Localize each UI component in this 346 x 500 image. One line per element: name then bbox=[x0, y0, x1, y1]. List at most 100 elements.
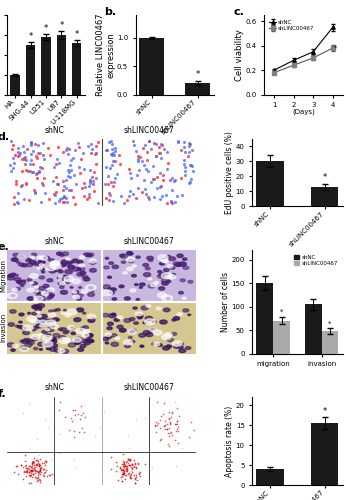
Point bbox=[37, 148, 43, 156]
Point bbox=[37, 465, 43, 473]
Circle shape bbox=[73, 338, 82, 342]
Circle shape bbox=[104, 266, 109, 269]
Point bbox=[169, 408, 174, 416]
Point bbox=[40, 465, 46, 473]
Point bbox=[28, 139, 34, 147]
Point bbox=[30, 466, 35, 473]
Point bbox=[122, 475, 128, 483]
Point bbox=[38, 198, 44, 206]
Circle shape bbox=[24, 338, 29, 342]
Circle shape bbox=[132, 265, 136, 267]
Circle shape bbox=[81, 339, 87, 342]
Bar bbox=[273, 320, 290, 354]
Point bbox=[49, 470, 55, 478]
Point bbox=[12, 151, 18, 159]
Point bbox=[172, 176, 177, 184]
Point bbox=[65, 150, 70, 158]
Point bbox=[27, 471, 33, 479]
Point bbox=[41, 469, 47, 477]
Circle shape bbox=[34, 290, 38, 293]
Point bbox=[167, 418, 173, 426]
Circle shape bbox=[7, 293, 17, 298]
Circle shape bbox=[87, 254, 92, 256]
Circle shape bbox=[28, 258, 31, 260]
Point bbox=[119, 472, 125, 480]
Bar bbox=[321, 331, 338, 353]
Point bbox=[173, 426, 179, 434]
Circle shape bbox=[49, 310, 53, 312]
Point bbox=[37, 460, 43, 468]
Point bbox=[144, 165, 149, 173]
Point bbox=[31, 464, 37, 472]
Point bbox=[188, 418, 193, 426]
Point bbox=[70, 406, 76, 413]
Circle shape bbox=[89, 286, 93, 289]
Circle shape bbox=[173, 262, 180, 266]
Circle shape bbox=[62, 350, 69, 354]
Point bbox=[133, 464, 138, 472]
Circle shape bbox=[71, 327, 74, 328]
Text: *: * bbox=[322, 173, 327, 182]
Circle shape bbox=[47, 288, 54, 292]
Circle shape bbox=[62, 252, 69, 256]
Point bbox=[131, 141, 137, 149]
Point bbox=[158, 169, 163, 177]
Circle shape bbox=[136, 298, 139, 300]
Circle shape bbox=[93, 262, 96, 264]
Point bbox=[36, 168, 42, 175]
Point bbox=[133, 479, 138, 487]
Point bbox=[120, 470, 126, 478]
Circle shape bbox=[164, 268, 169, 272]
Point bbox=[130, 468, 135, 476]
Point bbox=[79, 424, 85, 432]
Circle shape bbox=[102, 314, 109, 317]
Point bbox=[151, 139, 157, 147]
Circle shape bbox=[37, 256, 43, 259]
Circle shape bbox=[141, 306, 148, 310]
Point bbox=[175, 427, 181, 435]
Circle shape bbox=[27, 316, 36, 322]
Point bbox=[29, 467, 35, 475]
Circle shape bbox=[17, 280, 22, 283]
Point bbox=[121, 460, 126, 468]
Point bbox=[120, 469, 126, 477]
Circle shape bbox=[64, 276, 74, 282]
Point bbox=[108, 136, 114, 144]
Point bbox=[169, 186, 174, 194]
Point bbox=[179, 192, 185, 200]
Point bbox=[127, 474, 133, 482]
Point bbox=[64, 144, 70, 152]
Point bbox=[60, 148, 66, 156]
Point bbox=[91, 168, 97, 176]
Circle shape bbox=[43, 284, 49, 288]
Point bbox=[110, 156, 115, 164]
Point bbox=[186, 179, 192, 187]
Point bbox=[30, 466, 35, 474]
Point bbox=[115, 476, 121, 484]
Point bbox=[112, 144, 118, 152]
Point bbox=[57, 195, 63, 203]
Text: *: * bbox=[280, 309, 283, 315]
Legend: shNC, shLINC00467: shNC, shLINC00467 bbox=[267, 18, 317, 34]
Point bbox=[54, 156, 60, 164]
Point bbox=[181, 156, 187, 164]
Point bbox=[108, 465, 114, 473]
Point bbox=[157, 182, 162, 190]
Circle shape bbox=[112, 265, 119, 268]
Point bbox=[30, 168, 36, 175]
Circle shape bbox=[129, 318, 135, 320]
Y-axis label: Number of cells: Number of cells bbox=[221, 272, 230, 332]
Point bbox=[175, 138, 181, 146]
Point bbox=[34, 435, 40, 443]
Circle shape bbox=[21, 340, 28, 344]
Point bbox=[153, 140, 158, 147]
Point bbox=[36, 451, 42, 459]
Circle shape bbox=[38, 316, 43, 318]
Point bbox=[120, 470, 126, 478]
Point bbox=[34, 467, 40, 475]
Circle shape bbox=[18, 263, 24, 266]
Circle shape bbox=[114, 318, 119, 322]
Point bbox=[72, 200, 78, 208]
Point bbox=[46, 195, 52, 203]
Point bbox=[90, 178, 96, 186]
